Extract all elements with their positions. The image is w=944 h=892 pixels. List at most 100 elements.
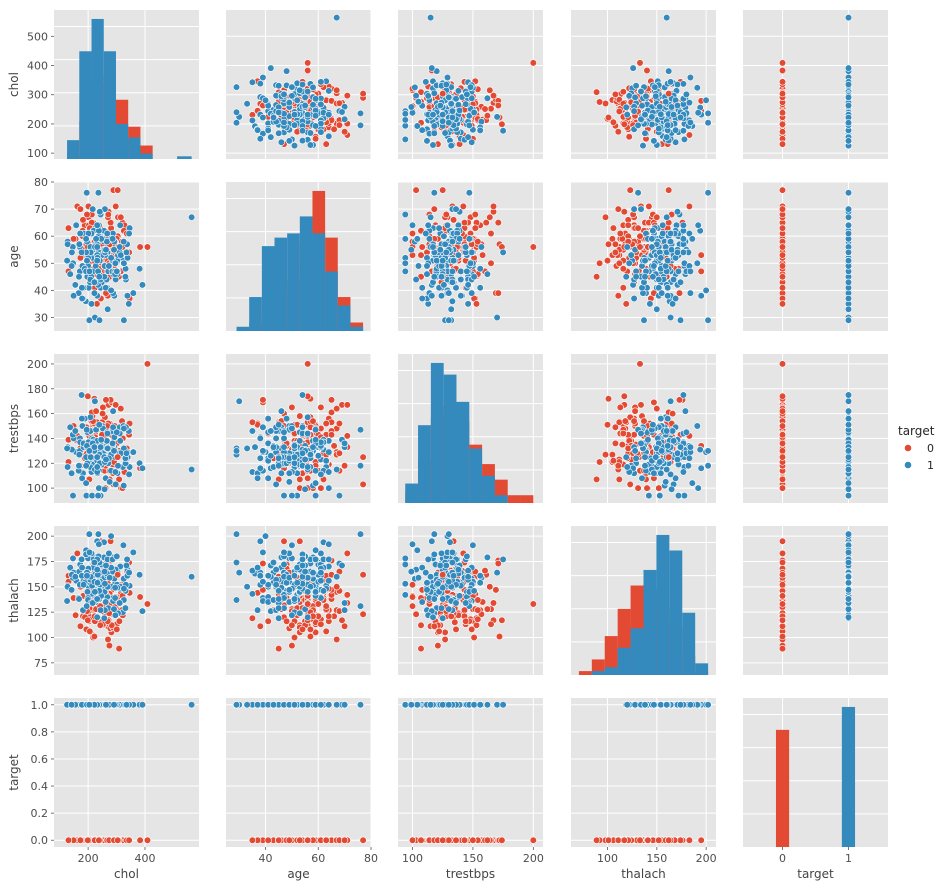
- scatter-point: [439, 614, 447, 622]
- scatter-point: [288, 83, 296, 91]
- scatter-point: [623, 243, 631, 251]
- scatter-point: [454, 251, 463, 259]
- scatter-point: [99, 403, 107, 412]
- scatter-point: [685, 202, 694, 210]
- scatter-point: [686, 443, 695, 451]
- scatter-point: [679, 221, 688, 229]
- scatter-point: [656, 103, 664, 111]
- scatter-point: [67, 469, 76, 477]
- scatter-point: [704, 447, 712, 455]
- scatter-point: [778, 549, 787, 558]
- scatter-point: [93, 453, 101, 461]
- scatter-point: [333, 405, 341, 413]
- scatter-point: [611, 90, 620, 98]
- scatter-point: [309, 83, 317, 91]
- scatter-point: [343, 91, 351, 100]
- scatter-point: [114, 186, 122, 194]
- scatter-point: [76, 205, 84, 213]
- scatter-point: [121, 604, 129, 612]
- scatter-point: [673, 248, 682, 256]
- scatter-point: [309, 568, 317, 577]
- scatter-point: [254, 474, 262, 482]
- scatter-point: [304, 600, 312, 608]
- scatter-point: [356, 530, 365, 538]
- scatter-point: [631, 447, 639, 455]
- scatter-point: [679, 127, 688, 135]
- scatter-point: [401, 580, 409, 588]
- scatter-point: [312, 95, 320, 103]
- scatter-point: [665, 186, 673, 194]
- scatter-point: [659, 221, 667, 229]
- scatter-point: [424, 92, 432, 100]
- scatter-point: [325, 448, 333, 456]
- scatter-point: [631, 407, 639, 415]
- scatter-point: [489, 599, 498, 607]
- scatter-point: [298, 391, 307, 399]
- scatter-point: [93, 565, 101, 574]
- scatter-point: [280, 118, 288, 127]
- scatter-point: [259, 396, 267, 404]
- scatter-point: [476, 265, 484, 273]
- scatter-point: [630, 417, 638, 425]
- scatter-point: [679, 391, 688, 399]
- scatter-point: [778, 273, 787, 281]
- scatter-point: [288, 492, 296, 500]
- scatter-point: [343, 401, 351, 409]
- scatter-point: [71, 611, 80, 619]
- scatter-point: [359, 610, 367, 618]
- scatter-point: [630, 205, 638, 213]
- scatter-point: [474, 606, 482, 614]
- scatter-point: [844, 407, 853, 415]
- scatter-point: [666, 238, 675, 246]
- scatter-point: [408, 109, 417, 117]
- y-tick-label: 150: [27, 581, 48, 594]
- scatter-point: [102, 561, 110, 570]
- y-tick-label: 140: [27, 432, 48, 445]
- scatter-point: [64, 224, 73, 232]
- scatter-point: [95, 316, 104, 324]
- scatter-point: [472, 300, 481, 308]
- scatter-point: [656, 492, 664, 500]
- scatter-point: [125, 300, 133, 308]
- scatter-point: [304, 59, 312, 67]
- y-tick-label: 125: [27, 606, 48, 619]
- scatter-point: [312, 112, 320, 120]
- scatter-point: [71, 281, 79, 289]
- scatter-point: [483, 94, 492, 102]
- scatter-point: [417, 644, 425, 653]
- hist-bar-1: [91, 18, 104, 159]
- scatter-point: [304, 474, 312, 482]
- scatter-point: [314, 452, 322, 460]
- scatter-point: [113, 428, 121, 436]
- scatter-point: [114, 453, 122, 461]
- scatter-point: [474, 615, 482, 623]
- scatter-point: [408, 581, 417, 589]
- scatter-point: [335, 99, 344, 107]
- scatter-point: [85, 316, 93, 324]
- y-tick-label: 30: [34, 311, 48, 324]
- scatter-point: [609, 118, 618, 126]
- scatter-point: [433, 257, 441, 265]
- scatter-point: [356, 121, 365, 129]
- scatter-point: [75, 462, 83, 470]
- scatter-point: [666, 397, 675, 405]
- scatter-point: [413, 235, 421, 243]
- scatter-point: [697, 267, 705, 276]
- hist-bar-1: [443, 374, 457, 503]
- scatter-point: [529, 243, 537, 251]
- scatter-point: [498, 616, 506, 624]
- scatter-point: [702, 286, 710, 295]
- y-axis-label-age: age: [7, 245, 21, 267]
- scatter-point: [470, 273, 478, 281]
- scatter-point: [669, 110, 678, 119]
- scatter-point: [248, 78, 256, 86]
- scatter-point: [69, 235, 78, 243]
- scatter-point: [322, 419, 330, 428]
- scatter-point: [301, 485, 309, 493]
- scatter-point: [254, 563, 262, 572]
- scatter-point: [664, 415, 672, 423]
- scatter-point: [288, 424, 296, 433]
- scatter-point: [450, 216, 458, 224]
- scatter-point: [630, 107, 638, 115]
- scatter-point: [414, 98, 423, 106]
